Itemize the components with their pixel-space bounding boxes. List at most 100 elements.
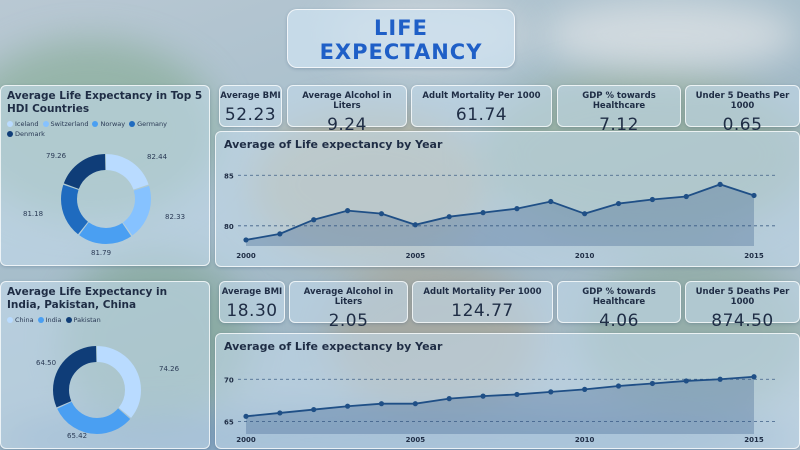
donut-slice-switzerland[interactable] [61,154,151,244]
kpi-value: 7.12 [599,115,639,135]
legend-item-germany[interactable]: Germany [129,120,167,128]
x-tick-label: 2015 [744,436,764,444]
donut-legend: China India Pakistan [7,316,203,324]
legend-dot [7,317,13,323]
data-point-2012[interactable] [649,196,655,203]
legend-item-china[interactable]: China [7,316,34,324]
donut-slice-india[interactable] [53,346,141,434]
title-line-1: LIFE [374,16,428,40]
data-point-2000[interactable] [243,237,249,243]
kpi-label: Average Alcohol in Liters [303,287,394,307]
data-point-2008[interactable] [514,206,520,212]
chart-title: Average of Life expectancy by Year [224,138,443,151]
kpi-label: Average BMI [220,91,281,101]
data-point-2005[interactable] [412,222,418,228]
donut-slice-iceland[interactable] [61,154,151,244]
donut-slice-germany[interactable] [61,154,151,244]
data-point-2004[interactable] [378,401,385,407]
data-point-2015[interactable] [751,374,757,380]
data-point-2013[interactable] [683,378,689,384]
donut-chart [53,346,141,434]
kpi-label: GDP % towards Healthcare [582,287,656,307]
data-point-2011[interactable] [615,200,622,207]
kpi-label: GDP % towards Healthcare [582,91,656,111]
data-point-2014[interactable] [717,181,723,187]
data-point-2003[interactable] [345,208,351,214]
data-point-2012[interactable] [649,380,655,387]
kpi-value: 874.50 [711,311,774,331]
data-point-2006[interactable] [446,214,452,220]
legend-item-norway[interactable]: Norway [92,120,125,128]
donut-label-pakistan: 64.50 [36,359,57,367]
legend-dot [37,317,44,323]
data-point-2009[interactable] [548,198,554,205]
kpi-card-adult-mortality[interactable]: Adult Mortality Per 1000 61.74 [411,85,552,127]
data-point-2004[interactable] [378,211,385,217]
donut-title: Average Life Expectancy in India, Pakist… [7,286,168,311]
kpi-label: Average BMI [221,287,283,297]
data-point-2007[interactable] [480,210,486,216]
kpi-card-under5-deaths[interactable]: Under 5 Deaths Per 1000 874.50 [685,281,800,331]
data-point-2001[interactable] [277,410,283,416]
legend-dot [92,121,99,127]
kpi-value: 61.74 [455,105,508,125]
life-expectancy-chart-top[interactable]: Average of Life expectancy by Year 80 85 2… [215,131,800,267]
data-point-2006[interactable] [446,396,452,402]
x-tick-label: 2000 [236,436,256,444]
data-point-2010[interactable] [582,211,588,217]
data-point-2009[interactable] [548,389,554,395]
kpi-card-gdp-healthcare[interactable]: GDP % towards Healthcare 4.06 [557,281,681,331]
kpi-card-alcohol[interactable]: Average Alcohol in Liters 2.05 [289,281,408,331]
top-hdi-donut-panel[interactable]: Average Life Expectancy in Top 5 HDI Cou… [0,85,210,266]
data-point-2002[interactable] [311,406,317,413]
data-point-2005[interactable] [412,401,418,407]
kpi-value: 124.77 [451,301,514,321]
donut-slice-norway[interactable] [61,154,151,244]
kpi-card-bmi[interactable]: Average BMI 52.23 [219,85,282,127]
donut-label-denmark: 79.26 [46,152,67,160]
india-pakistan-china-donut-panel[interactable]: Average Life Expectancy in India, Pakist… [0,281,210,449]
data-point-2003[interactable] [345,403,351,409]
x-tick-label: 2000 [236,252,256,260]
legend-item-pakistan[interactable]: Pakistan [65,316,101,324]
data-point-2007[interactable] [480,393,486,399]
kpi-card-under5-deaths[interactable]: Under 5 Deaths Per 1000 0.65 [685,85,800,135]
data-point-2001[interactable] [277,231,283,237]
legend-item-denmark[interactable]: Denmark [7,130,45,138]
legend-item-switzerland[interactable]: Switzerland [42,120,88,128]
donut-label-china: 74.26 [159,365,180,373]
x-tick-label: 2010 [575,252,595,260]
legend-item-india[interactable]: India [37,316,62,324]
data-point-2014[interactable] [717,376,723,382]
legend-item-iceland[interactable]: Iceland [7,120,39,128]
kpi-card-alcohol[interactable]: Average Alcohol in Liters 9.24 [287,85,407,135]
life-expectancy-chart-bottom[interactable]: Average of Life expectancy by Year 65 70 2… [215,333,800,449]
kpi-card-adult-mortality[interactable]: Adult Mortality Per 1000 124.77 [412,281,553,323]
donut-slice-china[interactable] [53,346,141,434]
data-point-2013[interactable] [683,193,689,200]
data-point-2000[interactable] [243,413,249,419]
y-tick-label: 65 [224,418,234,426]
data-point-2008[interactable] [514,391,520,398]
kpi-value: 18.30 [226,301,278,321]
kpi-card-bmi[interactable]: Average BMI 18.30 [219,281,285,323]
donut-slice-pakistan[interactable] [53,346,141,434]
kpi-label: Adult Mortality Per 1000 [422,91,541,101]
kpi-value: 4.06 [599,311,639,331]
data-point-2002[interactable] [311,217,317,223]
legend-dot [65,317,72,323]
donut-label-switzerland: 82.33 [165,213,186,221]
data-point-2015[interactable] [751,192,757,199]
data-point-2010[interactable] [582,386,588,392]
x-tick-label: 2015 [744,252,764,260]
kpi-value: 52.23 [224,105,277,125]
kpi-label: Average Alcohol in Liters [302,91,392,111]
dashboard-title: LIFE EXPECTANCY [287,9,515,68]
x-tick-label: 2010 [575,436,595,444]
kpi-value: 2.05 [328,311,369,331]
donut-label-iceland: 82.44 [147,153,168,161]
kpi-card-gdp-healthcare[interactable]: GDP % towards Healthcare 7.12 [557,85,681,135]
legend-dot [42,121,49,127]
donut-label-germany: 81.18 [23,210,44,218]
data-point-2011[interactable] [615,383,622,389]
